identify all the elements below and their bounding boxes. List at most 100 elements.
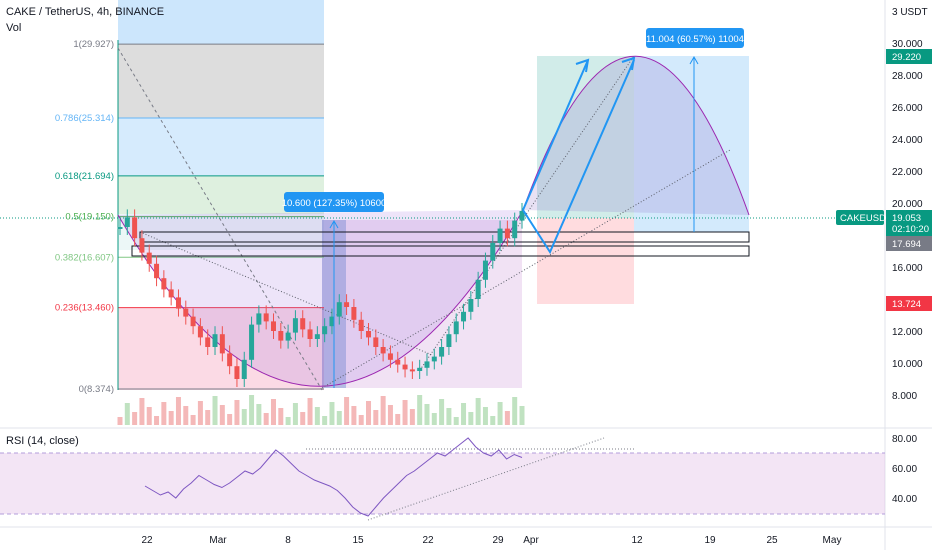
candle-body: [117, 227, 123, 229]
chart-title: CAKE / TetherUS, 4h, BINANCE: [6, 6, 164, 18]
arrow-head-2: [621, 56, 636, 71]
volume-bar: [234, 400, 240, 425]
volume-bar: [336, 411, 342, 425]
volume-bar: [468, 412, 474, 425]
volume-bar: [307, 398, 313, 425]
candle-body: [278, 331, 284, 341]
candle-body: [241, 359, 247, 379]
volume-bar: [132, 412, 138, 425]
volume-bar: [417, 395, 423, 425]
trend-dotted-1: [139, 231, 433, 356]
price-tick-label: 26.000: [892, 103, 923, 114]
volume-bar: [395, 414, 401, 425]
parabola-arc: [117, 209, 524, 387]
candle-body: [329, 316, 335, 327]
fib-lines: [117, 40, 324, 390]
volume-bar: [278, 408, 284, 425]
fib-level-label: 0.5(19.150): [65, 212, 114, 223]
price-tick-label: 10.000: [892, 359, 923, 370]
volume-bar: [402, 400, 408, 425]
symbol-price-tag: 19.053: [892, 213, 921, 224]
projection-arrow-2: [522, 59, 589, 211]
rsi-tick-label: 80.00: [892, 434, 917, 445]
volume-bar: [168, 411, 174, 425]
currency-label: 3 USDT: [892, 7, 928, 18]
fib-level-label: 0.382(16.607): [55, 252, 114, 263]
volume-bar: [344, 397, 350, 425]
candle-body: [132, 217, 138, 239]
fib-zone-blue: [118, 118, 324, 176]
volume-bar: [285, 417, 291, 425]
candle-body: [139, 238, 145, 253]
candle-body: [270, 321, 276, 331]
fib-level-label: 0.618(21.694): [55, 171, 114, 182]
fib-labels: 1(29.927) 0.786(25.314) 0.618(21.694) 0.5(1…: [55, 39, 114, 395]
candle-body: [146, 252, 152, 264]
volume-bar: [358, 415, 364, 425]
price-tick-label: 12.000: [892, 327, 923, 338]
volume-bar: [190, 415, 196, 425]
volume-bar: [139, 398, 145, 425]
volume-bar: [329, 402, 335, 425]
time-tick-label: Mar: [209, 535, 227, 546]
candle-body: [300, 318, 306, 330]
price-axis: 30.00028.00026.00024.00022.00020.00018.0…: [892, 39, 923, 402]
volume-bars: [117, 395, 525, 425]
time-tick-label: Apr: [523, 535, 539, 546]
rsi-axis: 80.00 60.00 40.00: [892, 434, 917, 505]
volume-bar: [241, 409, 247, 425]
volume-bar: [256, 404, 262, 425]
candle-body: [358, 319, 364, 331]
volume-bar: [351, 406, 357, 425]
symbol-tag-bg: [836, 210, 884, 225]
candle-body: [322, 326, 328, 335]
price-tick-label: 30.000: [892, 39, 923, 50]
volume-bar: [124, 403, 130, 425]
candle-body: [212, 334, 218, 347]
candle-body: [285, 332, 291, 341]
arrow-head-1: [575, 58, 590, 73]
time-tick-label: 12: [631, 535, 643, 546]
trend-dotted-3: [419, 55, 635, 371]
candle-body: [263, 313, 269, 322]
volume-bar: [183, 406, 189, 425]
level-box-2: [131, 245, 750, 257]
candle-body: [461, 311, 467, 322]
candle-body: [490, 243, 496, 261]
volume-bar: [482, 407, 488, 425]
volume-bar: [380, 396, 386, 425]
loss-zone: [537, 218, 634, 304]
stop-price-tag: 13.724: [892, 299, 921, 310]
rsi-tick-label: 40.00: [892, 494, 917, 505]
projection-arrow: [522, 59, 635, 255]
fib-level-label: 0(8.374): [79, 384, 114, 395]
volume-bar: [497, 402, 503, 425]
level-price-tag-bg: [886, 236, 932, 251]
volume-bar: [366, 401, 372, 425]
volume-bar: [387, 405, 393, 425]
volume-bar: [292, 403, 298, 425]
time-tick-label: 25: [766, 535, 778, 546]
price-tick-label: 16.000: [892, 263, 923, 274]
volume-bar: [227, 414, 233, 425]
price-tick-label: 24.000: [892, 135, 923, 146]
volume-bar: [197, 401, 203, 425]
rsi-tick-label: 60.00: [892, 464, 917, 475]
candle-body: [512, 220, 518, 239]
candle-body: [417, 367, 423, 371]
volume-bar: [117, 417, 123, 425]
volume-bar: [453, 417, 459, 425]
price-tick-label: 20.000: [892, 199, 923, 210]
volume-bar: [322, 416, 328, 425]
measure-label-1-bg: [284, 192, 384, 212]
volume-bar: [205, 410, 211, 425]
price-tick-label: 8.000: [892, 391, 917, 402]
volume-bar: [519, 406, 525, 425]
candle-body: [373, 337, 379, 347]
candle-body: [482, 260, 488, 280]
candle-body: [475, 279, 481, 299]
target-price-tag-bg: [886, 49, 932, 64]
candle-body: [504, 228, 510, 239]
volume-bar: [431, 413, 437, 425]
volume-bar: [504, 411, 510, 425]
